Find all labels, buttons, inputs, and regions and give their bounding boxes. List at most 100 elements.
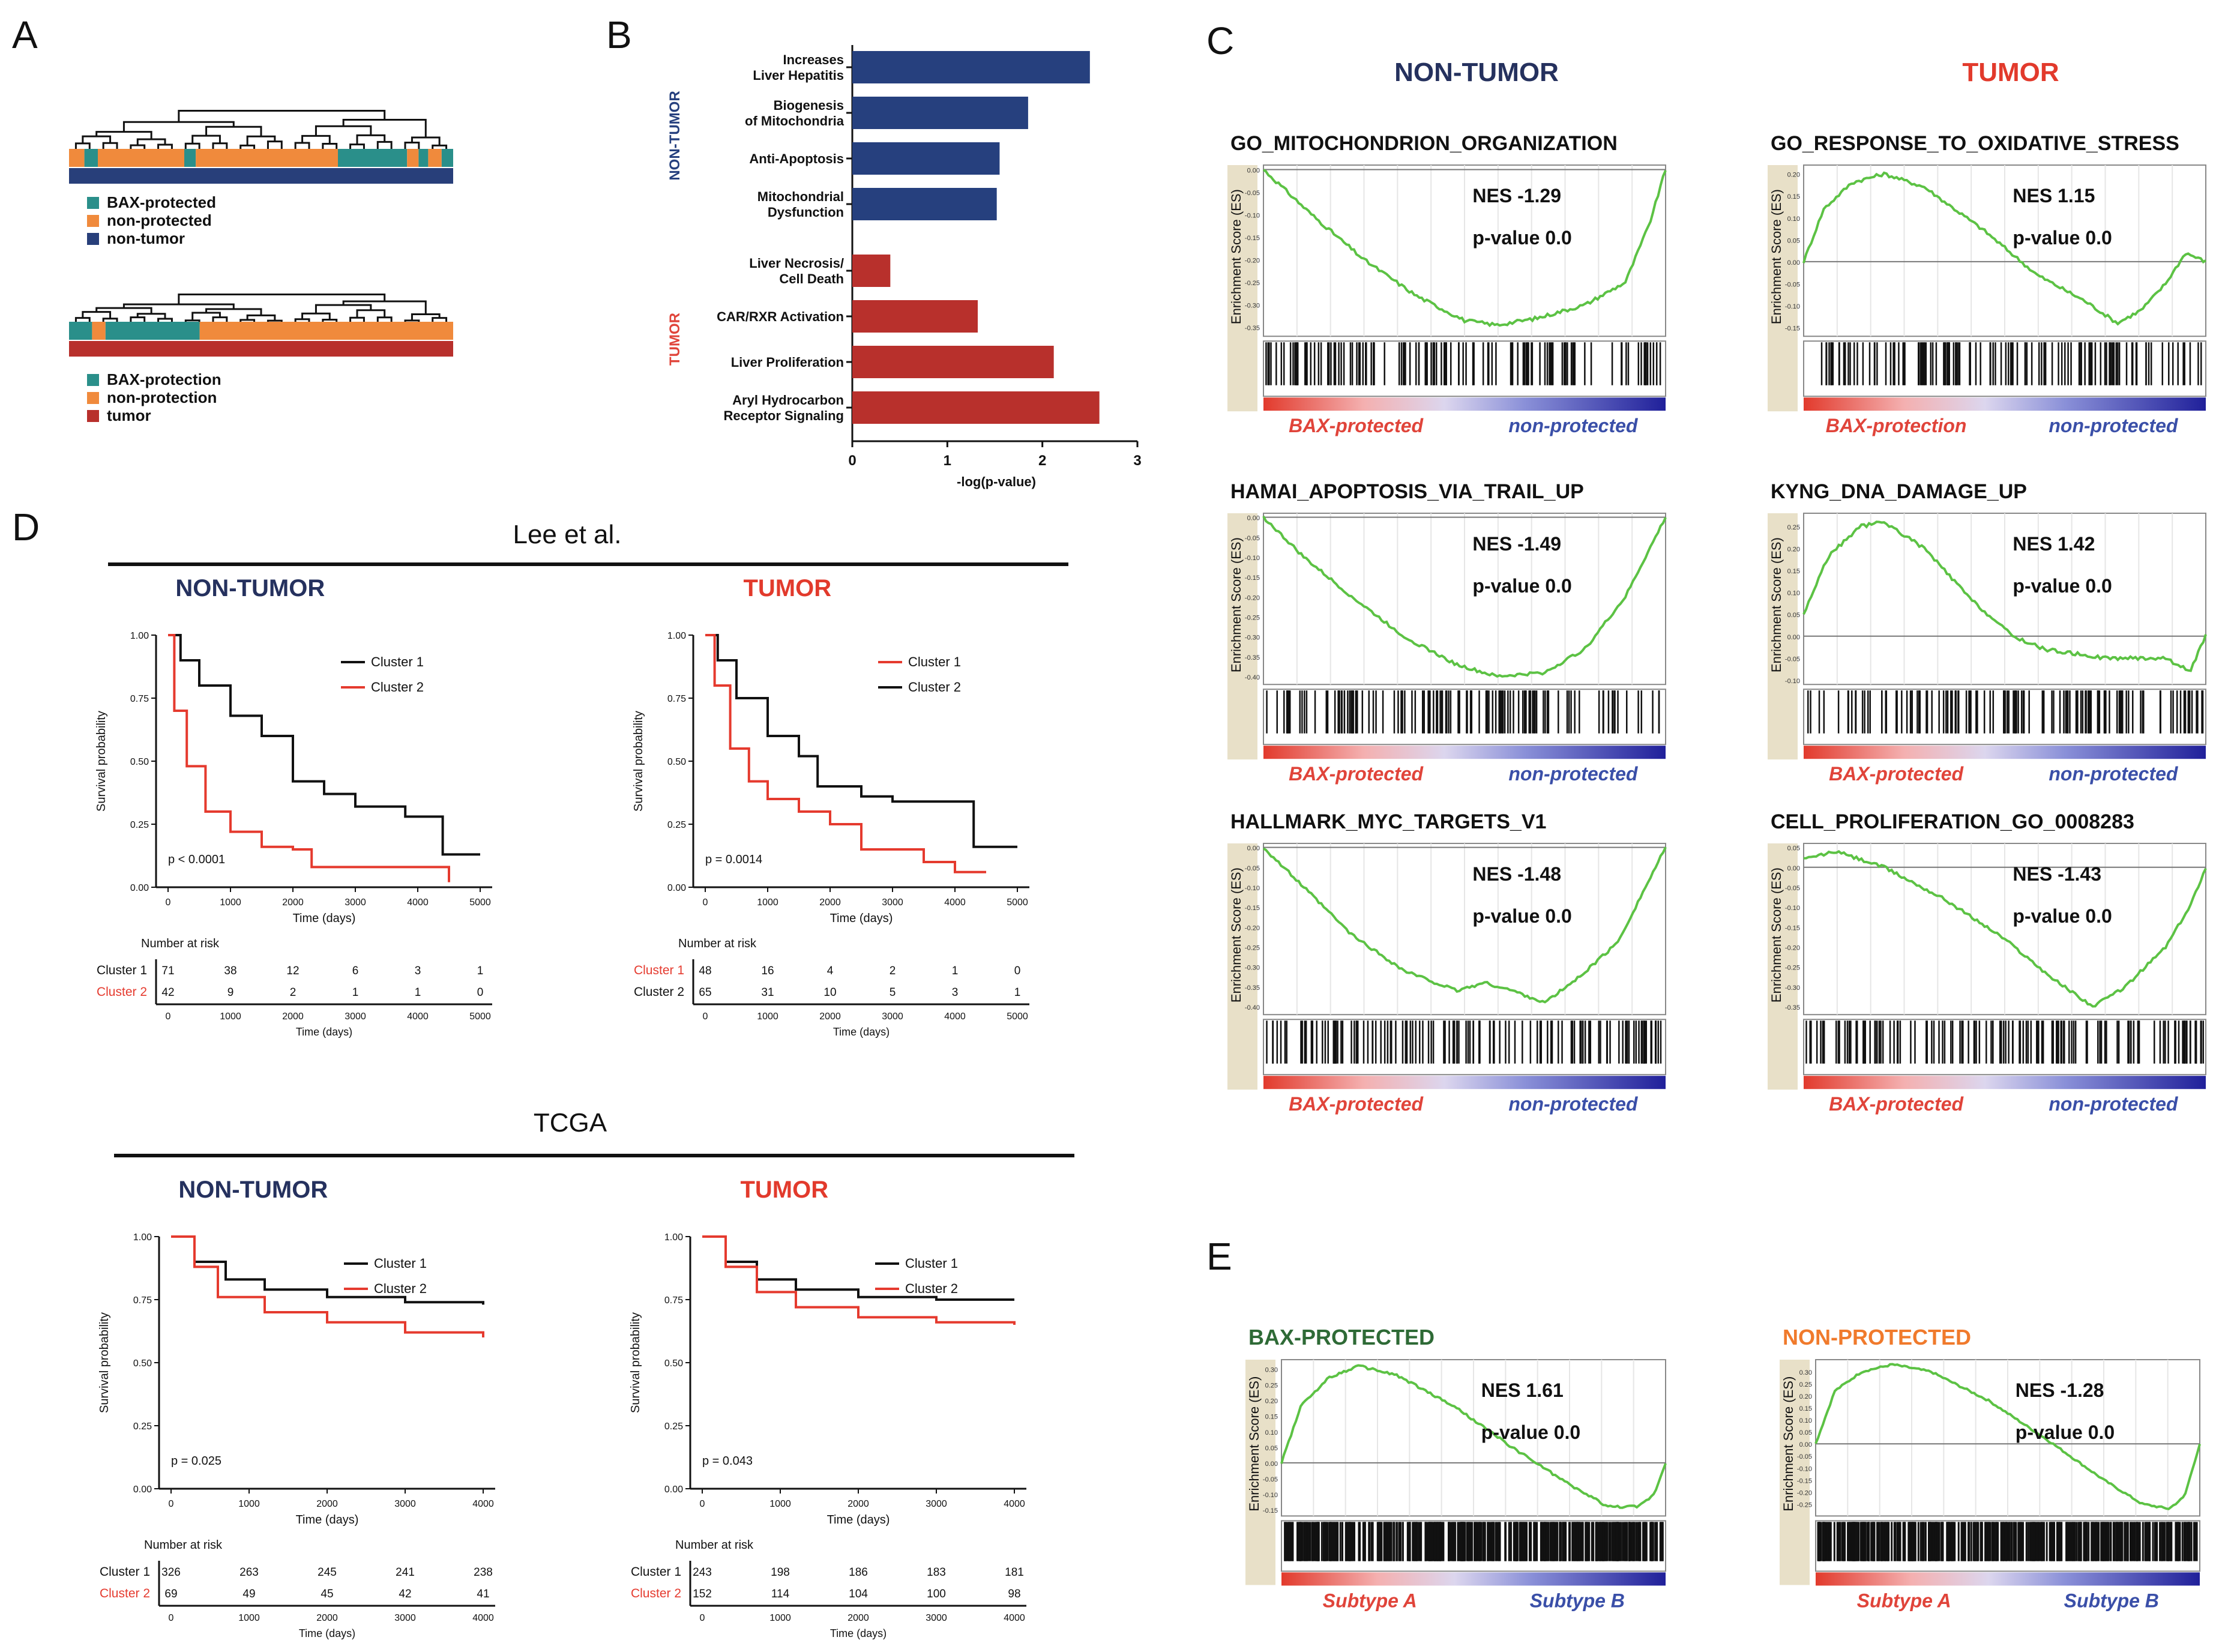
risk-x-tick: 5000 xyxy=(469,1011,491,1022)
dendrogram-tumor xyxy=(74,293,448,324)
dendrogram-branch xyxy=(191,134,221,144)
y-tick-label: -0.20 xyxy=(1245,594,1260,601)
risk-row-name: Cluster 1 xyxy=(634,963,684,977)
risk-x-tick: 4000 xyxy=(472,1613,494,1623)
plot-strip xyxy=(1227,513,1257,760)
hits-frame xyxy=(1263,689,1666,746)
legend-label: Cluster 2 xyxy=(908,680,961,695)
left-label: BAX-protected xyxy=(1829,763,1964,785)
y-axis-label: Enrichment Score (ES) xyxy=(1769,537,1784,672)
y-tick-label: -0.15 xyxy=(1797,1477,1812,1485)
category-label: Anti-Apoptosis xyxy=(749,151,844,166)
enrichment-curve xyxy=(1802,520,2207,672)
y-tick-label: 0.10 xyxy=(1787,216,1800,223)
risk-value: 71 xyxy=(161,965,174,977)
p-value: p-value 0.0 xyxy=(2016,1421,2115,1443)
y-tick-label: -0.10 xyxy=(1245,213,1260,220)
bar-0-0 xyxy=(852,51,1090,83)
y-tick-label: 0.20 xyxy=(1799,1393,1812,1400)
y-tick-label: 0.25 xyxy=(130,820,149,830)
dendrogram-branch xyxy=(122,303,235,309)
plot-title: HAMAI_APOPTOSIS_VIA_TRAIL_UP xyxy=(1230,480,1584,503)
left-label: BAX-protected xyxy=(1289,1093,1424,1115)
risk-label: Number at risk xyxy=(678,937,757,950)
risk-value: 114 xyxy=(771,1588,790,1600)
dendrogram-branch xyxy=(157,318,173,324)
y-tick-label: 0.20 xyxy=(1787,172,1800,179)
legend-swatch xyxy=(87,374,99,386)
rank-gradient xyxy=(1281,1572,1666,1586)
risk-x-tick: 3000 xyxy=(345,1011,366,1022)
bar-1-3 xyxy=(852,391,1100,424)
cluster-segment xyxy=(69,322,92,340)
risk-value: 152 xyxy=(693,1588,712,1600)
category-label: Biogenesis xyxy=(774,98,844,113)
y-tick-label: 0.00 xyxy=(664,1485,683,1495)
rank-gradient xyxy=(1263,746,1666,759)
y-tick-label: -0.05 xyxy=(1785,656,1800,663)
y-axis-label: Enrichment Score (ES) xyxy=(1769,867,1784,1002)
dendrogram-branch xyxy=(432,317,448,324)
y-tick-label: 1.00 xyxy=(133,1232,152,1243)
y-tick-label: 0.15 xyxy=(1265,1414,1278,1421)
dendrogram-branch xyxy=(356,309,386,318)
risk-x-tick: 1000 xyxy=(757,1011,778,1022)
category-label: Receptor Signaling xyxy=(724,408,844,423)
risk-value: 6 xyxy=(352,965,359,977)
risk-value: 1 xyxy=(477,965,484,977)
risk-x-tick: 0 xyxy=(169,1613,174,1623)
dendrogram-branch xyxy=(130,316,146,324)
x-tick-label: 0 xyxy=(166,897,171,908)
x-tick-label: 0 xyxy=(703,897,708,908)
cluster-segment xyxy=(84,149,98,167)
y-tick-label: -0.25 xyxy=(1245,280,1260,287)
enrichment-curve xyxy=(1803,850,2207,1008)
dendrogram-branch xyxy=(432,144,448,150)
x-tick-label: 1000 xyxy=(757,897,778,908)
dendrogram-branch xyxy=(136,138,166,146)
legend-label: Cluster 1 xyxy=(374,1256,427,1271)
risk-value: 65 xyxy=(699,986,711,999)
risk-x-tick: 2000 xyxy=(282,1011,304,1022)
plot-strip xyxy=(1227,165,1257,412)
dendrogram-branch xyxy=(205,308,262,316)
bar-0-2 xyxy=(852,142,1000,175)
y-tick-label: -0.10 xyxy=(1263,1492,1278,1499)
survival-curve-1 xyxy=(702,1235,1016,1325)
y-tick-label: -0.05 xyxy=(1245,190,1260,197)
dendrogram-branch xyxy=(315,304,372,314)
bar-1-2 xyxy=(852,346,1054,378)
nes-value: NES 1.15 xyxy=(2013,185,2095,206)
y-tick-label: -0.20 xyxy=(1245,258,1260,265)
y-tick-label: 0.25 xyxy=(1799,1381,1812,1388)
right-label: non-protected xyxy=(1508,415,1639,436)
x-tick-label: 5000 xyxy=(469,897,491,908)
p-value: p-value 0.0 xyxy=(1472,227,1571,249)
risk-label: Number at risk xyxy=(144,1539,223,1552)
x-axis-label: -log(p-value) xyxy=(957,474,1036,489)
risk-x-tick: 3000 xyxy=(926,1613,947,1623)
p-value: p-value 0.0 xyxy=(1472,905,1571,927)
legend-swatch xyxy=(87,392,99,404)
y-tick-label: 0.20 xyxy=(1265,1398,1278,1405)
lee-title: Lee et al. xyxy=(513,520,621,549)
risk-value: 1 xyxy=(352,986,359,999)
dendrogram-branch xyxy=(342,300,427,315)
legend-label: Cluster 1 xyxy=(905,1256,958,1271)
x-tick-label: 3000 xyxy=(926,1499,947,1509)
risk-x-tick: 2000 xyxy=(848,1613,869,1623)
enrichment-curve xyxy=(1802,171,2207,326)
enrichment-curve xyxy=(1814,1363,2201,1510)
risk-value: 4 xyxy=(827,965,834,977)
enrichment-curve xyxy=(1262,846,1667,1004)
y-tick-label: 0.00 xyxy=(1265,1461,1278,1468)
left-label: BAX-protected xyxy=(1829,1093,1964,1115)
time-label: Time (days) xyxy=(293,912,356,925)
cluster-segment xyxy=(418,149,429,167)
y-tick-label: -0.20 xyxy=(1785,944,1800,951)
left-label: BAX-protection xyxy=(1826,415,1967,436)
dendrogram-branch xyxy=(349,143,365,150)
hits-frame xyxy=(1263,340,1666,397)
risk-value: 41 xyxy=(477,1588,489,1600)
legend-label: Cluster 2 xyxy=(374,1281,427,1296)
